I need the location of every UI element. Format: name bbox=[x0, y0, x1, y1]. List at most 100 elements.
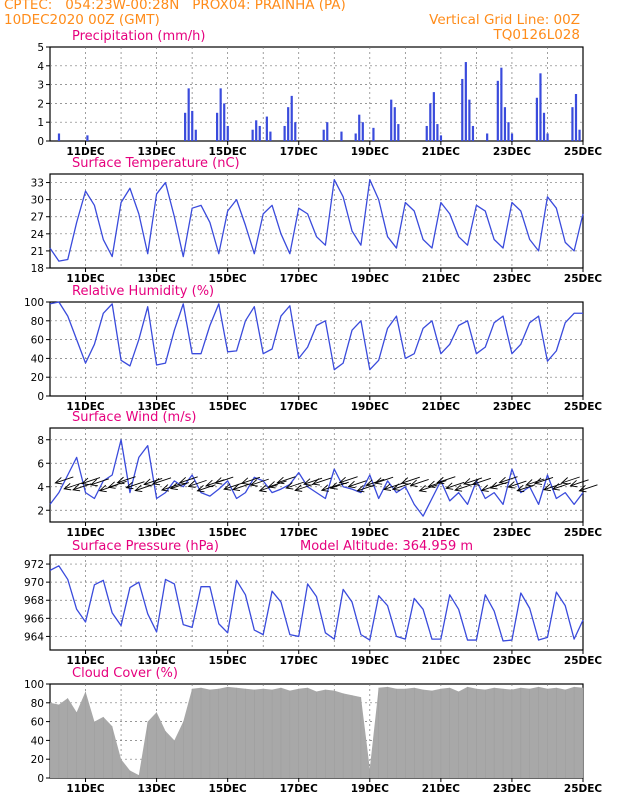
wind-arrow bbox=[188, 479, 207, 487]
wind-arrow bbox=[508, 480, 527, 488]
wind-arrow-head bbox=[462, 478, 472, 486]
y-tick-label: 40 bbox=[31, 735, 44, 747]
x-date-label: 17DEC bbox=[280, 273, 319, 285]
y-tick-label: 60 bbox=[31, 717, 44, 729]
wind-arrow bbox=[437, 476, 456, 484]
wind-arrow-head bbox=[303, 478, 312, 486]
precip-bar bbox=[226, 125, 229, 141]
wind-arrow-head bbox=[498, 476, 507, 485]
wind-arrow-head bbox=[365, 479, 374, 487]
y-tick-label: 30 bbox=[31, 195, 44, 207]
pressure-panel: 964 966 968 970 972 11DEC 13DEC 15DEC 17DEC 19DEC… bbox=[24, 539, 602, 667]
wind-arrow-head bbox=[267, 481, 276, 489]
plot-frame bbox=[49, 554, 584, 651]
precip-bar bbox=[429, 103, 432, 141]
wind-arrow-head bbox=[285, 482, 294, 490]
wind-arrow bbox=[303, 477, 323, 485]
precip-bar bbox=[287, 107, 290, 141]
wind-arrow-head bbox=[311, 478, 321, 486]
wind-arrow bbox=[55, 476, 74, 484]
plot-frame bbox=[49, 427, 584, 523]
x-date-label: 23DEC bbox=[493, 527, 532, 539]
precipitation-panel: 0 1 2 3 4 5 11DEC 13DEC 15DEC 17DEC 19DEC 21DEC 23DE… bbox=[37, 29, 602, 158]
x-date-label: 21DEC bbox=[422, 783, 461, 795]
wind-arrow bbox=[339, 476, 358, 484]
precip-bar bbox=[283, 125, 286, 141]
precip-bar bbox=[86, 135, 89, 141]
wind-arrow bbox=[117, 476, 136, 484]
precip-bar bbox=[486, 133, 489, 141]
wind-arrow-head bbox=[454, 484, 463, 492]
wind-arrow-head bbox=[54, 477, 63, 485]
precip-bar bbox=[372, 127, 375, 141]
panel-title: Surface Temperature (nC) bbox=[72, 156, 240, 171]
wind-arrow bbox=[579, 484, 598, 492]
x-date-label: 19DEC bbox=[351, 146, 390, 158]
precip-bar bbox=[216, 112, 219, 141]
wind-arrow-head bbox=[196, 485, 205, 493]
x-date-label: 11DEC bbox=[66, 783, 105, 795]
precip-bar bbox=[397, 124, 400, 141]
y-tick-label: 966 bbox=[24, 613, 44, 625]
wind-arrow-head bbox=[400, 477, 409, 485]
x-date-label: 15DEC bbox=[209, 783, 248, 795]
x-date-label: 25DEC bbox=[564, 146, 603, 158]
wind-arrow bbox=[312, 477, 332, 485]
precip-bar bbox=[503, 107, 507, 141]
y-tick-label: 33 bbox=[31, 178, 44, 190]
wind-arrow bbox=[250, 478, 269, 486]
wind-arrow-head bbox=[516, 484, 525, 493]
x-date-label: 17DEC bbox=[280, 655, 319, 667]
precip-bar bbox=[290, 95, 293, 141]
x-date-label: 19DEC bbox=[351, 401, 390, 413]
wind-arrow bbox=[366, 478, 385, 486]
precip-bar bbox=[223, 103, 226, 141]
precip-bar bbox=[500, 67, 503, 141]
precip-bar bbox=[510, 133, 514, 141]
x-date-label: 11DEC bbox=[66, 146, 105, 158]
precip-bar bbox=[393, 107, 396, 141]
x-date-label: 15DEC bbox=[209, 273, 248, 285]
y-tick-label: 80 bbox=[31, 698, 44, 710]
precip-bar bbox=[468, 99, 471, 141]
wind-arrow bbox=[446, 481, 465, 489]
y-tick-label: 8 bbox=[37, 435, 44, 447]
plot-frame bbox=[49, 301, 584, 397]
y-tick-label: 60 bbox=[31, 335, 44, 347]
x-date-label: 21DEC bbox=[422, 273, 461, 285]
precip-bar bbox=[496, 80, 499, 141]
precip-bar bbox=[542, 112, 546, 141]
wind-arrow-head bbox=[205, 479, 214, 488]
wind-arrow-head bbox=[338, 476, 347, 485]
wind-arrow bbox=[570, 479, 589, 487]
wind-arrow bbox=[499, 476, 518, 484]
precip-bar bbox=[464, 62, 467, 141]
precip-bar bbox=[322, 129, 325, 141]
x-date-label: 11DEC bbox=[66, 273, 105, 285]
precip-bar bbox=[354, 133, 357, 141]
wind-arrow-head bbox=[551, 483, 560, 491]
wind-arrow-head bbox=[542, 483, 551, 492]
wind-arrow bbox=[161, 483, 181, 491]
wind-arrow bbox=[419, 484, 438, 492]
x-date-label: 15DEC bbox=[209, 655, 248, 667]
wind-arrow bbox=[268, 480, 287, 488]
precip-bar bbox=[219, 88, 222, 141]
series-line bbox=[49, 565, 584, 642]
x-date-label: 25DEC bbox=[564, 401, 603, 413]
precip-bar bbox=[539, 73, 542, 141]
humidity-panel: 0 20 40 60 80 100 11DEC 13DEC 15DEC 17DEC 19DEC 21D… bbox=[24, 284, 602, 413]
wind-arrow-head bbox=[569, 479, 578, 488]
wind-arrow bbox=[277, 476, 296, 484]
cloud-cover-panel: 0 20 40 60 80 100 11DEC 13DEC 15DEC 17DEC 19DEC 21D… bbox=[24, 666, 602, 795]
wind-arrow-head bbox=[383, 483, 392, 491]
precip-bar bbox=[191, 110, 194, 141]
wind-arrow bbox=[374, 476, 394, 484]
wind-arrow-head bbox=[63, 483, 72, 491]
grid-line-note: Vertical Grid Line: 00Z bbox=[429, 12, 580, 28]
y-tick-label: 1 bbox=[37, 117, 44, 129]
x-date-label: 25DEC bbox=[564, 655, 603, 667]
wind-arrow-head bbox=[374, 477, 383, 485]
wind-arrow-head bbox=[480, 484, 489, 492]
